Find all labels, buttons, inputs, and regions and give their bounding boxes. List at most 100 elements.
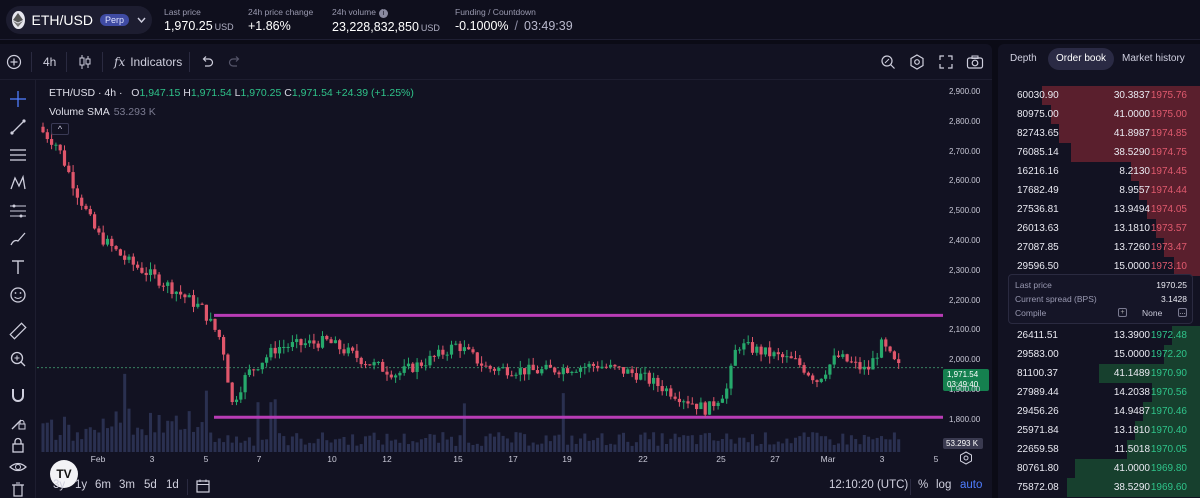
camera-icon[interactable]: [966, 53, 984, 71]
volume-bar: [295, 433, 299, 452]
candle-body: [256, 369, 260, 371]
lock-drawing-icon[interactable]: [9, 414, 27, 432]
legend-symbol: ETH/USD · 4h ·: [49, 87, 123, 99]
volume-bar: [574, 443, 578, 452]
bid-row[interactable]: 22659.58 11.5018 1970.05: [998, 440, 1200, 459]
ruler-icon[interactable]: [9, 322, 27, 340]
range-1d[interactable]: 1d: [166, 479, 179, 491]
log-toggle[interactable]: log: [936, 479, 952, 491]
candlestick-chart[interactable]: ETH/USD · 4h · O1,947.15 H1,971.54 L1,97…: [37, 81, 943, 498]
quick-search-icon[interactable]: [880, 53, 896, 71]
ask-row[interactable]: 76085.14 38.5290 1974.75: [998, 143, 1200, 162]
candles-icon[interactable]: [77, 53, 93, 71]
bid-row[interactable]: 80761.80 41.0000 1969.80: [998, 459, 1200, 478]
tab-market-history[interactable]: Market history: [1122, 53, 1185, 64]
candle-body: [80, 197, 84, 206]
volume-bar: [622, 432, 625, 452]
volume-bar: [299, 438, 303, 452]
compile-more-icon[interactable]: …: [1178, 308, 1187, 317]
redo-icon[interactable]: [228, 53, 242, 71]
text-icon[interactable]: [9, 258, 27, 276]
compile-plus-icon[interactable]: +: [1118, 308, 1127, 317]
info-icon[interactable]: i: [378, 9, 388, 18]
compile-value[interactable]: None: [1142, 308, 1163, 318]
volume-bar: [217, 438, 221, 452]
ob-size: 13.1810: [1113, 425, 1150, 436]
zoom-in-icon[interactable]: [9, 350, 27, 368]
candle-body: [449, 344, 454, 355]
fullscreen-icon[interactable]: [938, 53, 954, 71]
settings-icon[interactable]: [909, 53, 925, 71]
ask-row[interactable]: 29596.50 15.0000 1973.10: [998, 257, 1200, 276]
undo-icon[interactable]: [200, 53, 214, 71]
ask-row[interactable]: 27087.85 13.7260 1973.47: [998, 238, 1200, 257]
bid-row[interactable]: 27989.44 14.2038 1970.56: [998, 383, 1200, 402]
tab-order-book[interactable]: Order book: [1048, 48, 1115, 70]
auto-toggle[interactable]: auto: [960, 479, 983, 491]
last-price-label: Last price: [164, 7, 201, 17]
bid-row[interactable]: 81100.37 41.1489 1970.90: [998, 364, 1200, 383]
utc-clock[interactable]: 12:10:20 (UTC): [829, 479, 909, 491]
range-1y[interactable]: 1y: [75, 479, 88, 491]
ask-row[interactable]: 16216.16 8.2130 1974.45: [998, 162, 1200, 181]
bid-row[interactable]: 75872.08 38.5290 1969.60: [998, 478, 1200, 497]
volume-bar: [303, 444, 307, 452]
range-3y[interactable]: 3y: [53, 479, 66, 491]
indicators-button[interactable]: fx Indicators: [114, 53, 182, 71]
volume-sma-legend: Volume SMA 53.293 K: [49, 106, 156, 118]
ask-row[interactable]: 27536.81 13.9494 1974.05: [998, 200, 1200, 219]
axis-settings-icon[interactable]: [959, 451, 973, 468]
ob-price: 1973.47: [1150, 242, 1187, 253]
emoji-icon[interactable]: [9, 286, 27, 304]
ask-row[interactable]: 17682.49 8.9557 1974.44: [998, 181, 1200, 200]
ob-total: 22659.58: [1017, 444, 1059, 455]
bid-row[interactable]: 26411.51 13.3900 1972.48: [998, 326, 1200, 345]
candle-body: [824, 374, 828, 379]
range-6m[interactable]: 6m: [95, 479, 111, 491]
interval-button[interactable]: 4h: [43, 55, 57, 69]
volume-bar: [755, 445, 759, 452]
range-5d[interactable]: 5d: [144, 479, 157, 491]
candle-body: [467, 347, 471, 350]
add-symbol-icon[interactable]: [6, 53, 22, 71]
crosshair-icon[interactable]: [9, 90, 27, 108]
volume-bar: [50, 419, 54, 452]
ask-row[interactable]: 82743.65 41.8987 1974.85: [998, 124, 1200, 143]
volume-bar: [308, 442, 312, 452]
fib-retracement-icon[interactable]: [9, 202, 27, 220]
candle-body: [742, 343, 746, 350]
candle-body: [759, 346, 763, 355]
bid-row[interactable]: 25971.84 13.1810 1970.40: [998, 421, 1200, 440]
brush-icon[interactable]: [9, 230, 27, 248]
collapse-legend-button[interactable]: ^: [51, 123, 69, 135]
chart-canvas[interactable]: [37, 81, 943, 453]
volume-bar: [402, 433, 406, 452]
pair-selector[interactable]: ETH/USD Perp: [6, 6, 152, 34]
percent-toggle[interactable]: %: [918, 479, 929, 491]
ask-row[interactable]: 26013.63 13.1810 1973.57: [998, 219, 1200, 238]
range-3m[interactable]: 3m: [119, 479, 135, 491]
candle-body: [600, 366, 604, 369]
magnet-icon[interactable]: [9, 386, 27, 404]
volume-bar: [579, 438, 582, 452]
tab-depth[interactable]: Depth: [1010, 53, 1037, 64]
date-range-icon[interactable]: [195, 478, 211, 497]
pattern-icon[interactable]: [9, 174, 27, 192]
trash-icon[interactable]: [9, 480, 27, 498]
price-axis[interactable]: 1,971.54 03:49:40 53.293 K 2,900.00 2,800…: [943, 81, 992, 461]
tradingview-logo: TV: [50, 460, 78, 488]
horizontal-lines-icon[interactable]: [9, 146, 27, 164]
candle-body: [67, 165, 71, 173]
bid-row[interactable]: 29583.00 15.0000 1972.20: [998, 345, 1200, 364]
bid-row[interactable]: 29456.26 14.9487 1970.46: [998, 402, 1200, 421]
ask-row[interactable]: 80975.00 41.0000 1975.00: [998, 105, 1200, 124]
lock-icon[interactable]: [9, 436, 27, 454]
trend-line-icon[interactable]: [9, 118, 27, 136]
time-axis[interactable]: Feb 3 5 7 10 12 15 17 19 22 25 27 Mar 3 5: [37, 451, 972, 466]
eye-icon[interactable]: [9, 458, 27, 476]
ask-row[interactable]: 60030.90 30.3837 1975.76: [998, 86, 1200, 105]
ob-price: 1974.85: [1150, 128, 1187, 139]
candle-body: [230, 382, 234, 403]
volume-bar: [703, 433, 707, 452]
ob-size: 8.9557: [1119, 185, 1150, 196]
